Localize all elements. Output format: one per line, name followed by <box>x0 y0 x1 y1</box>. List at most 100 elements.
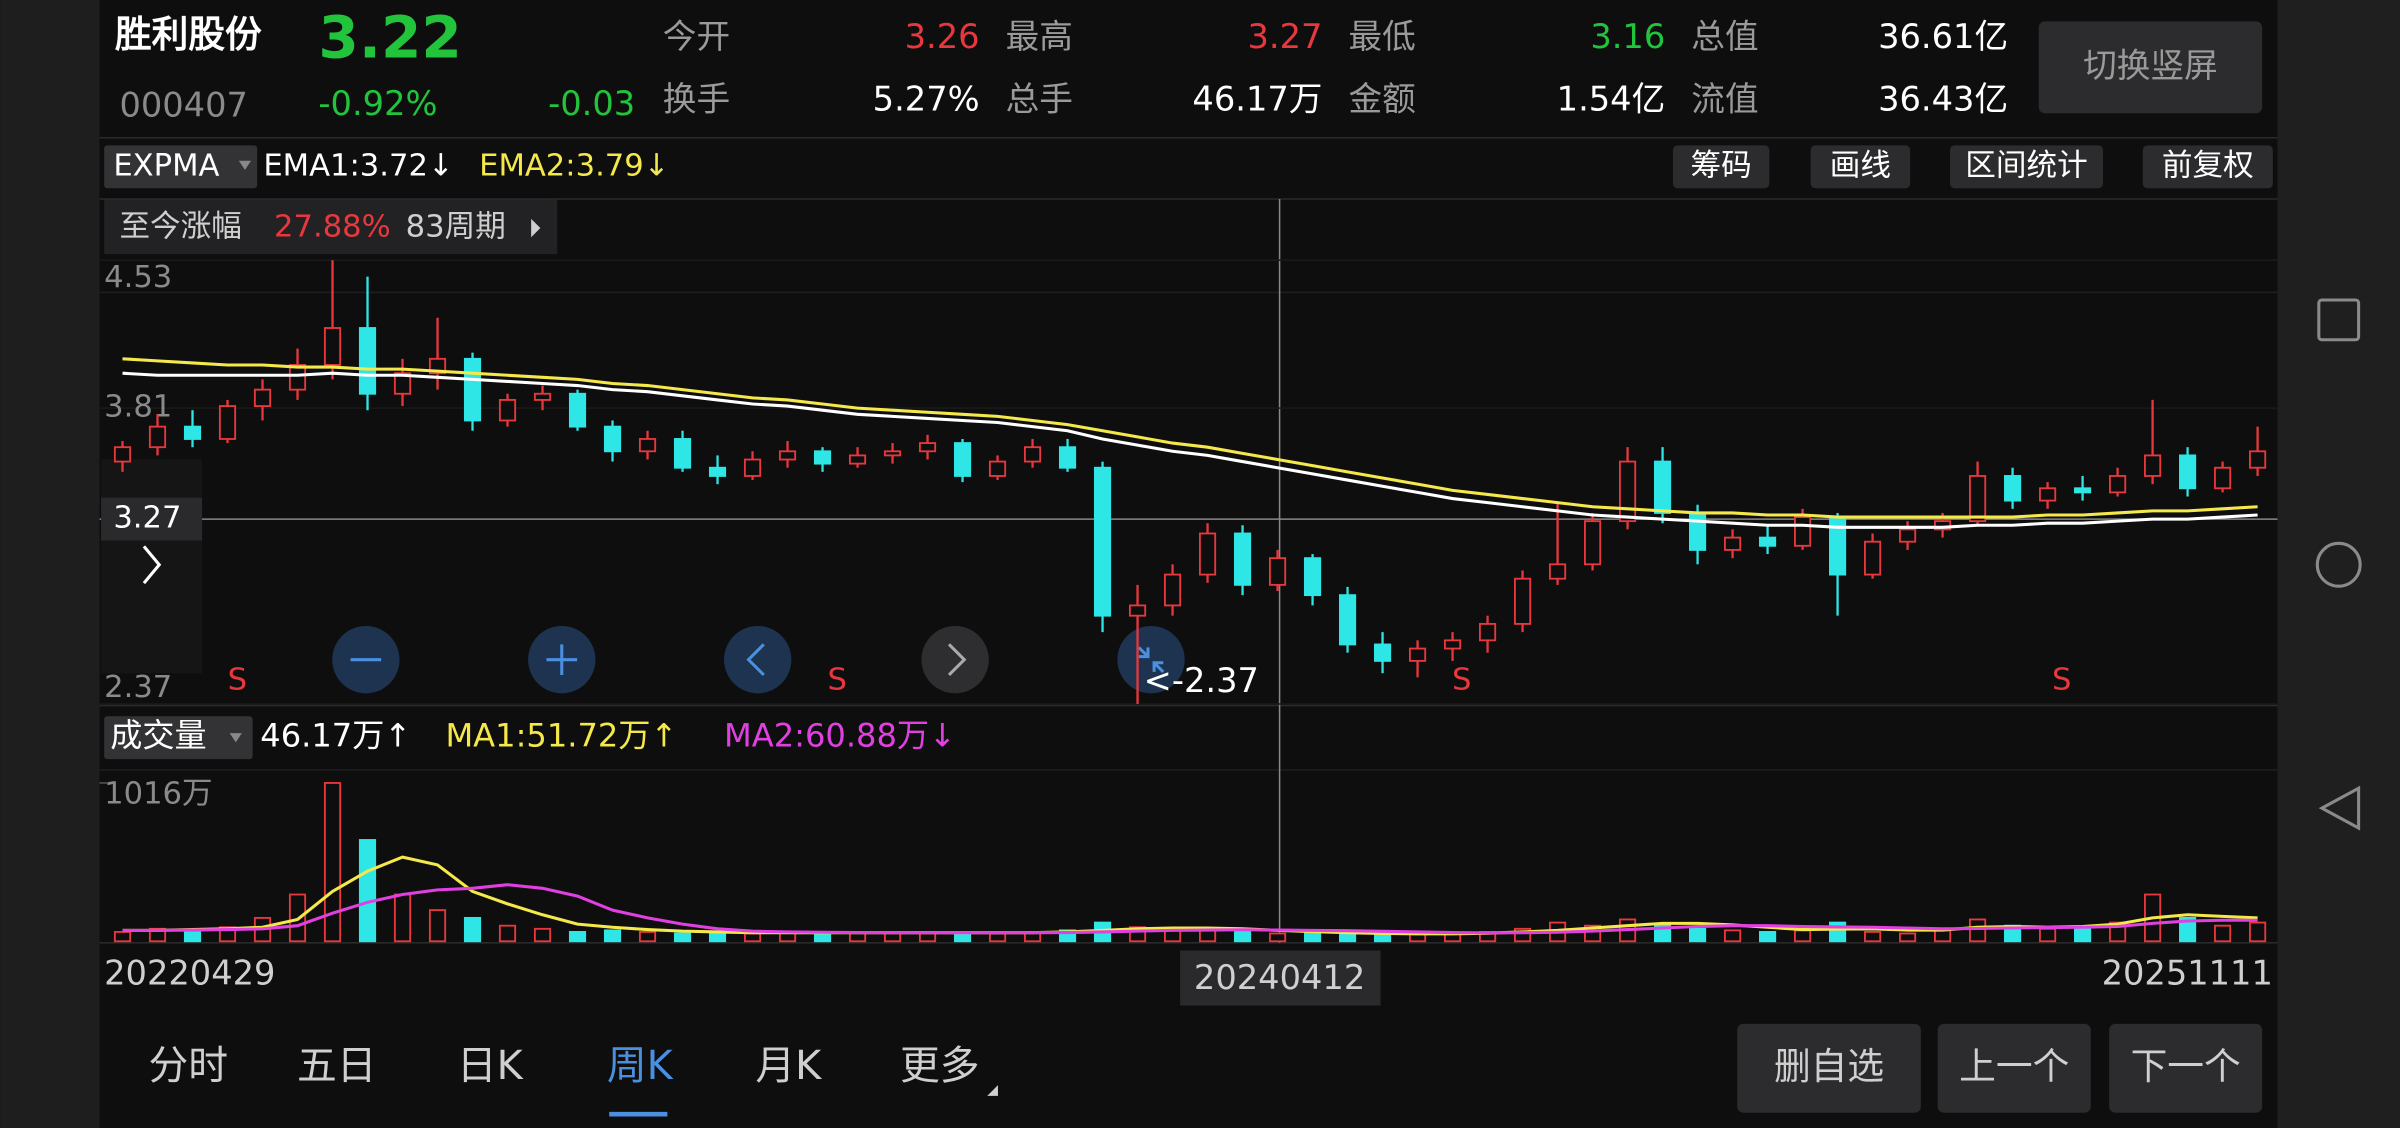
nav-bar <box>2277 0 2400 1128</box>
volume-bar <box>428 909 447 943</box>
candle-body <box>113 446 132 463</box>
candle-body <box>1093 466 1112 617</box>
tab[interactable]: 更多 <box>900 1043 980 1089</box>
tool-button[interactable] <box>2142 145 2273 189</box>
signal: S <box>1452 663 1471 698</box>
candle-body <box>1654 460 1672 514</box>
tab[interactable]: 分时 <box>149 1043 229 1089</box>
candle-body <box>2004 475 2022 502</box>
tab[interactable]: 五日 <box>297 1043 377 1089</box>
stat-value: 3.27 <box>1247 17 1322 56</box>
button-label: 下一个 <box>2131 1045 2241 1088</box>
dropdown-icon <box>238 160 252 170</box>
button-bg[interactable] <box>2109 1023 2263 1113</box>
volume-bar <box>498 924 517 943</box>
candle-body <box>1338 594 1357 646</box>
stat-label: 总值 <box>1691 17 1758 56</box>
nav-back[interactable] <box>2318 785 2361 831</box>
volume-bar <box>463 916 482 943</box>
scroll-left[interactable] <box>724 625 792 694</box>
candle-body <box>603 425 622 453</box>
candle-body <box>1303 557 1322 597</box>
volume-bar <box>1058 929 1077 943</box>
tab[interactable]: 日K <box>457 1043 524 1089</box>
volume-bar <box>603 929 622 943</box>
volume-bar <box>1934 929 1952 943</box>
volume-bar <box>533 927 552 943</box>
stat-label: 总手 <box>1006 80 1073 119</box>
tab[interactable]: 周K <box>607 1043 674 1089</box>
candle-body <box>288 364 307 391</box>
range-box[interactable] <box>104 198 558 255</box>
date-label: 20251111 <box>2102 953 2273 992</box>
switch-label: 切换竖屏 <box>2083 46 2218 85</box>
volume-bar <box>113 931 132 943</box>
scroll-right[interactable] <box>921 625 989 694</box>
volume-box[interactable] <box>104 716 253 760</box>
stat-value: 36.43亿 <box>1878 80 2008 119</box>
tool-label: 前复权 <box>2162 148 2254 183</box>
candle-body <box>1548 563 1567 580</box>
candle-body <box>1023 446 1042 463</box>
volume-bar <box>988 932 1007 943</box>
y-tick-label: 1016万 <box>104 777 213 812</box>
candle-body <box>2074 487 2092 494</box>
date-label: 20240412 <box>1194 958 1365 997</box>
volume-name: 成交量 <box>110 717 206 755</box>
candle-body <box>813 450 832 465</box>
candle-body <box>1794 516 1812 547</box>
tool-button[interactable] <box>1810 145 1911 189</box>
candle-body <box>1478 622 1497 642</box>
dropdown-icon <box>229 733 242 743</box>
volume-ma1: MA1:51.72万↑ <box>445 717 677 755</box>
candle-body <box>2249 450 2267 469</box>
icon <box>746 643 765 677</box>
nav-home[interactable] <box>2315 541 2362 588</box>
reset-zoom[interactable] <box>1117 625 1185 694</box>
candle-body <box>533 392 552 401</box>
nav-recent[interactable] <box>2317 298 2361 342</box>
tool-button[interactable] <box>1949 145 2104 189</box>
stat-value: 3.26 <box>905 17 980 56</box>
volume-bar <box>743 932 762 943</box>
range-pct: 27.88% <box>274 210 391 245</box>
volume-ma2: MA2:60.88万↓ <box>724 717 956 755</box>
candle-body <box>463 357 482 422</box>
y-tick-label: 3.81 <box>104 390 172 425</box>
button-bg[interactable] <box>1937 1023 2091 1113</box>
tool-label: 区间统计 <box>1965 148 2087 183</box>
line-ma1 <box>122 855 2258 936</box>
candle-body <box>1128 604 1147 617</box>
tab[interactable]: 月K <box>755 1043 822 1089</box>
candle-body <box>778 450 797 461</box>
candle-body <box>1268 557 1287 586</box>
stat-label: 换手 <box>663 80 730 119</box>
button-bg[interactable] <box>1737 1023 1921 1113</box>
stat-label: 流值 <box>1691 80 1758 119</box>
stock-code: 000407 <box>119 86 247 125</box>
ema2-label: EMA2:3.79↓ <box>479 148 669 183</box>
volume-bar <box>1864 931 1882 943</box>
stat-label: 最低 <box>1348 17 1415 56</box>
indicator-box[interactable] <box>104 145 258 189</box>
tool-button[interactable] <box>1672 145 1770 189</box>
change-pct: -0.92% <box>318 84 437 123</box>
date-box <box>1180 950 1381 1006</box>
volume-bar <box>1969 918 1987 943</box>
tool-label: 筹码 <box>1691 148 1752 183</box>
candle-body <box>218 405 237 440</box>
volume-bar <box>2039 927 2057 943</box>
range-label: 至今涨幅 <box>119 210 241 245</box>
signal: S <box>828 663 847 698</box>
volume-value: 46.17万↑ <box>260 717 411 755</box>
candle-body <box>1689 512 1707 551</box>
switch-button[interactable] <box>2038 21 2263 114</box>
volume-bar <box>2179 916 2197 943</box>
expand-icon[interactable] <box>142 545 162 585</box>
crosshair-label-box <box>101 497 203 541</box>
volume-bar <box>358 839 377 943</box>
candle-body <box>1724 536 1742 551</box>
side-handle[interactable] <box>101 459 203 674</box>
candle-body <box>498 399 517 422</box>
candle-body <box>1759 536 1777 547</box>
